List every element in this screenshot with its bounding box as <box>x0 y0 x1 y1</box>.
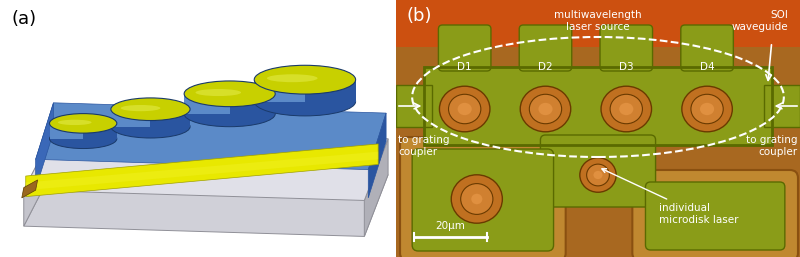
Polygon shape <box>26 144 378 197</box>
Polygon shape <box>36 103 386 170</box>
Polygon shape <box>50 123 83 139</box>
Text: D2: D2 <box>538 62 553 72</box>
FancyBboxPatch shape <box>681 25 734 71</box>
FancyBboxPatch shape <box>557 140 639 182</box>
Bar <box>396 85 432 127</box>
Polygon shape <box>26 152 378 190</box>
Ellipse shape <box>50 114 117 133</box>
Ellipse shape <box>691 94 723 124</box>
Ellipse shape <box>461 183 493 214</box>
Ellipse shape <box>520 86 570 132</box>
Ellipse shape <box>580 158 616 192</box>
Ellipse shape <box>682 86 732 132</box>
Polygon shape <box>368 113 386 198</box>
Text: (a): (a) <box>12 10 37 28</box>
FancyBboxPatch shape <box>412 149 554 251</box>
Polygon shape <box>83 123 117 139</box>
Ellipse shape <box>458 103 472 115</box>
Ellipse shape <box>50 129 117 149</box>
Polygon shape <box>150 109 190 127</box>
Ellipse shape <box>254 65 356 94</box>
Polygon shape <box>305 80 356 102</box>
Polygon shape <box>254 80 305 102</box>
Polygon shape <box>22 180 38 198</box>
Text: D3: D3 <box>619 62 634 72</box>
Ellipse shape <box>121 105 160 111</box>
FancyBboxPatch shape <box>400 137 566 257</box>
Ellipse shape <box>267 74 318 82</box>
Polygon shape <box>111 109 150 127</box>
Ellipse shape <box>184 101 275 127</box>
Polygon shape <box>230 94 275 114</box>
Ellipse shape <box>530 94 562 124</box>
Text: to grating
coupler: to grating coupler <box>398 135 450 157</box>
Ellipse shape <box>586 164 610 186</box>
Polygon shape <box>36 103 54 189</box>
Text: 20μm: 20μm <box>436 221 466 231</box>
Polygon shape <box>24 128 55 226</box>
Polygon shape <box>364 139 388 236</box>
Bar <box>396 47 800 257</box>
Ellipse shape <box>700 103 714 115</box>
Ellipse shape <box>471 194 482 204</box>
Ellipse shape <box>254 87 356 116</box>
Polygon shape <box>24 164 388 236</box>
FancyBboxPatch shape <box>646 182 785 250</box>
Text: D1: D1 <box>458 62 472 72</box>
Ellipse shape <box>594 171 602 179</box>
Ellipse shape <box>449 94 481 124</box>
FancyBboxPatch shape <box>600 25 653 71</box>
FancyBboxPatch shape <box>519 25 572 71</box>
Text: individual
microdisk laser: individual microdisk laser <box>602 169 738 225</box>
Bar <box>424 67 772 145</box>
Ellipse shape <box>184 81 275 107</box>
Ellipse shape <box>439 86 490 132</box>
Text: D4: D4 <box>700 62 714 72</box>
Ellipse shape <box>601 86 651 132</box>
Bar <box>764 85 800 127</box>
Polygon shape <box>24 128 388 200</box>
Ellipse shape <box>610 94 642 124</box>
Ellipse shape <box>451 175 502 223</box>
Ellipse shape <box>111 98 190 121</box>
Ellipse shape <box>111 115 190 138</box>
Text: (b): (b) <box>406 7 432 25</box>
FancyBboxPatch shape <box>438 25 491 71</box>
Text: to grating
coupler: to grating coupler <box>746 135 798 157</box>
Text: multiwavelength
laser source: multiwavelength laser source <box>554 10 642 32</box>
FancyBboxPatch shape <box>632 170 798 257</box>
Ellipse shape <box>538 103 553 115</box>
Ellipse shape <box>58 120 91 125</box>
Polygon shape <box>184 94 230 114</box>
Ellipse shape <box>195 89 241 96</box>
FancyBboxPatch shape <box>541 135 655 207</box>
Bar <box>396 0 800 47</box>
Bar <box>424 67 772 145</box>
Ellipse shape <box>619 103 634 115</box>
Text: SOI
waveguide: SOI waveguide <box>731 10 788 32</box>
